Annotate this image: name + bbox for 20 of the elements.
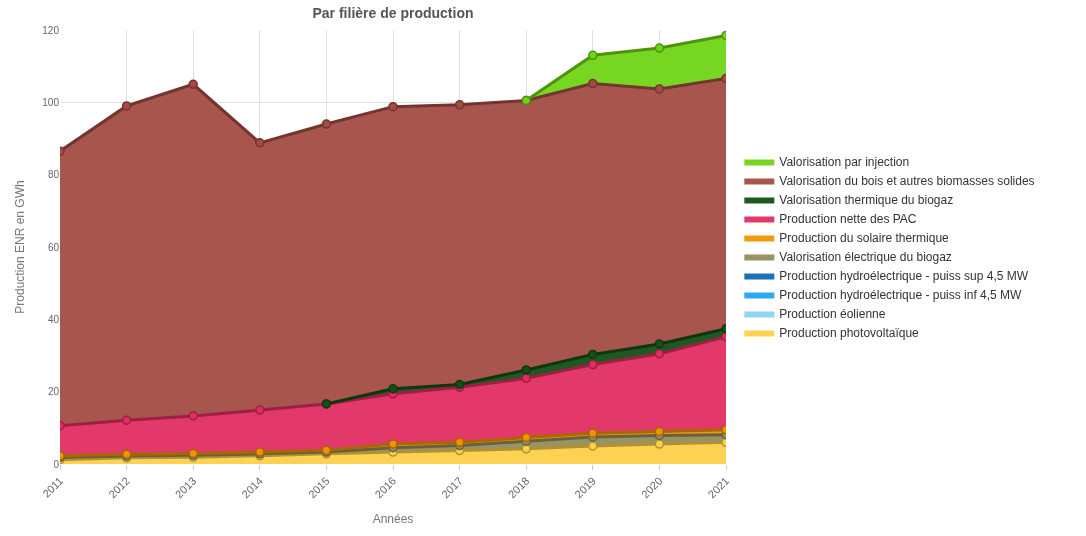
y-axis-title: Production ENR en GWh [12, 180, 27, 314]
legend-label: Valorisation électrique du biogaz [779, 250, 952, 265]
x-axis-title: Années [372, 512, 414, 527]
legend-label: Production du solaire thermique [779, 231, 950, 246]
legend-label: Production éolienne [779, 307, 886, 322]
y-tick-label: 100 [42, 96, 60, 108]
legend-label: Production nette des PAC [779, 212, 917, 227]
y-tick-label: 80 [47, 169, 60, 181]
y-tick-label: 20 [47, 386, 60, 398]
legend-label: Production hydroélectrique - puiss sup 4,5 MW [779, 269, 1029, 284]
legend-label: Production photovoltaïque [779, 326, 920, 341]
legend-label: Valorisation par injection [779, 155, 910, 170]
legend-label: Production hydroélectrique - puiss inf 4,5 MW [779, 288, 1023, 303]
legend-label: Valorisation du bois et autres biomasses solides [779, 174, 1035, 189]
chart-title: Par filière de production [312, 4, 474, 21]
legend-label: Valorisation thermique du biogaz [779, 193, 954, 208]
y-tick-label: 120 [42, 24, 60, 36]
y-tick-label: 0 [53, 458, 60, 470]
y-tick-label: 40 [47, 313, 60, 325]
y-tick-label: 60 [47, 241, 60, 253]
